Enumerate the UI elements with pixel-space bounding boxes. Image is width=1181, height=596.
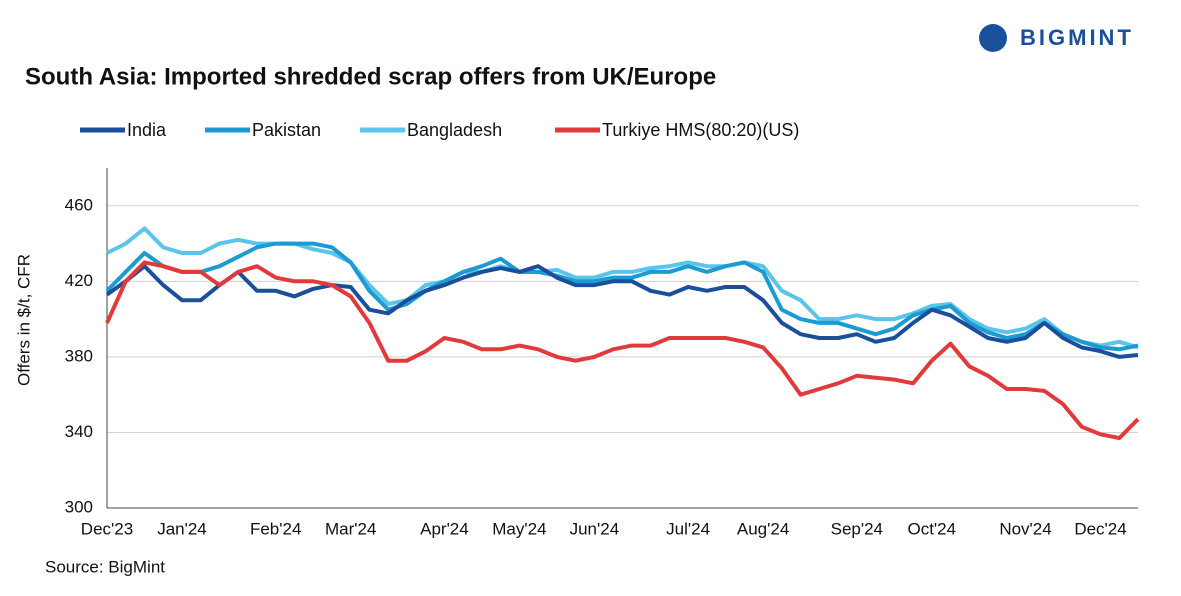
x-tick-label: Dec'24 xyxy=(1074,519,1126,538)
source: Source: BigMint xyxy=(45,557,165,576)
legend-label: Turkiye HMS(80:20)(US) xyxy=(602,120,799,140)
legend-label: India xyxy=(127,120,167,140)
x-tick-label: Aug'24 xyxy=(737,519,789,538)
legend-label: Bangladesh xyxy=(407,120,502,140)
x-tick-label: Apr'24 xyxy=(420,519,469,538)
x-tick-label: Nov'24 xyxy=(999,519,1051,538)
y-tick-label: 300 xyxy=(65,497,93,516)
series-line xyxy=(105,264,1139,359)
x-tick-label: Jun'24 xyxy=(570,519,620,538)
x-tick-label: May'24 xyxy=(492,519,546,538)
logo-icon xyxy=(979,24,1007,52)
x-tick-label: Mar'24 xyxy=(325,519,376,538)
x-tick-label: Sep'24 xyxy=(831,519,883,538)
x-tick-label: Feb'24 xyxy=(250,519,301,538)
logo: BIGMINT xyxy=(1020,25,1134,50)
y-tick-label: 460 xyxy=(65,195,93,214)
legend-label: Pakistan xyxy=(252,120,321,140)
series-line xyxy=(105,260,1140,441)
x-tick-label: Jul'24 xyxy=(666,519,710,538)
y-axis-label: Offers in $/t, CFR xyxy=(14,254,33,386)
x-tick-label: Oct'24 xyxy=(907,519,956,538)
chart-title: South Asia: Imported shredded scrap offe… xyxy=(25,63,716,90)
x-tick-label: Dec'23 xyxy=(81,519,133,538)
y-tick-label: 340 xyxy=(65,422,93,441)
y-tick-label: 420 xyxy=(65,271,93,290)
x-tick-label: Jan'24 xyxy=(157,519,207,538)
series-line xyxy=(105,241,1139,352)
y-tick-label: 380 xyxy=(65,346,93,365)
